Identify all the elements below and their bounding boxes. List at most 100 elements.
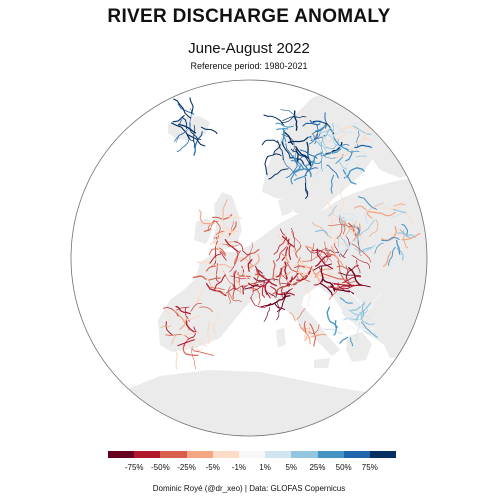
river-segment <box>208 220 213 230</box>
greece <box>346 332 372 362</box>
river-segment <box>358 246 373 254</box>
river-segment <box>343 216 358 239</box>
river-segment <box>382 251 392 268</box>
river-segment <box>321 277 336 292</box>
river-segment <box>322 136 327 149</box>
river-segment <box>371 135 377 151</box>
river-segment <box>401 223 409 237</box>
river-segment <box>343 167 365 179</box>
river-segment <box>330 246 344 267</box>
river-segment <box>249 288 261 306</box>
river-segment <box>206 321 211 345</box>
river-segment <box>179 317 188 330</box>
river-segment <box>311 123 328 135</box>
river-segment <box>281 235 295 248</box>
river-segment <box>191 346 196 370</box>
river-segment <box>221 243 240 247</box>
river-segment <box>257 269 278 287</box>
river-segment <box>222 199 228 222</box>
sicily <box>314 358 330 368</box>
river-segment <box>165 334 189 339</box>
river-segment <box>234 241 250 256</box>
river-segment <box>293 259 304 267</box>
river-segment <box>357 196 378 210</box>
river-segment <box>304 167 318 176</box>
credit-line: Dominic Royé (@dr_xeo) | Data: GLOFAS Co… <box>152 484 346 493</box>
legend-label: 50% <box>335 463 352 472</box>
river-segment <box>241 271 248 285</box>
river-segment <box>294 150 302 171</box>
river-segment <box>208 277 221 281</box>
river-segment <box>207 278 229 295</box>
river-segment <box>226 213 242 219</box>
river-segment <box>381 237 400 242</box>
river-segment <box>326 164 339 179</box>
river-segment <box>182 117 188 129</box>
river-segment <box>214 230 235 238</box>
river-segment <box>353 137 372 148</box>
river-segment <box>350 337 354 347</box>
river-segment <box>341 311 353 322</box>
river-segment <box>271 285 289 296</box>
river-segment <box>343 314 361 328</box>
river-segment <box>260 303 272 308</box>
river-segment <box>304 245 315 249</box>
river-segment <box>351 255 370 269</box>
river-segment <box>328 281 339 300</box>
river-segment <box>333 319 337 336</box>
map-subtitle: June-August 2022 <box>188 40 310 57</box>
river-segment <box>268 292 277 298</box>
river-segment <box>354 244 376 252</box>
river-segment <box>309 323 317 347</box>
river-segment <box>339 215 345 228</box>
river-segment <box>334 147 355 156</box>
river-segment <box>273 237 288 255</box>
river-segment <box>283 131 294 145</box>
river-segment <box>323 148 342 156</box>
river-segment <box>284 261 288 280</box>
legend-swatch <box>343 451 370 458</box>
river-segment <box>313 134 316 145</box>
river-segment <box>330 174 335 194</box>
scandinavia <box>262 88 387 217</box>
river-segment <box>186 133 206 147</box>
river-segment <box>213 314 219 335</box>
river-segment <box>163 304 171 324</box>
river-segment <box>339 297 353 304</box>
river-segment <box>310 243 315 262</box>
river-segment <box>276 140 284 160</box>
river-segment <box>396 239 401 255</box>
river-segment <box>232 283 236 299</box>
river-segment <box>200 219 211 226</box>
river-segment <box>367 211 396 217</box>
river-segment <box>318 139 327 152</box>
river-segment <box>299 149 318 159</box>
river-segment <box>224 238 239 253</box>
river-segment <box>215 263 220 283</box>
river-segment <box>276 300 280 321</box>
river-segment <box>249 242 253 267</box>
river-segment <box>348 242 372 263</box>
denmark <box>278 198 292 216</box>
river-segment <box>193 298 202 311</box>
legend-swatch <box>108 451 135 458</box>
river-segment <box>234 250 241 265</box>
river-segment <box>314 229 329 237</box>
ireland <box>194 218 212 244</box>
river-segment <box>352 125 372 135</box>
legend-swatch <box>134 451 161 458</box>
river-segment <box>281 141 291 159</box>
river-segment <box>302 120 324 127</box>
river-segment <box>228 220 234 238</box>
river-segment <box>323 328 344 335</box>
river-segment <box>342 275 361 284</box>
river-segment <box>263 114 285 126</box>
river-segment <box>351 303 366 311</box>
reference-period: Reference period: 1980-2021 <box>190 61 308 71</box>
river-segment <box>353 221 357 235</box>
river-segment <box>210 286 225 290</box>
sardinia <box>276 328 286 348</box>
river-segment <box>356 162 364 177</box>
river-segment <box>233 270 237 290</box>
legend-label: -5% <box>205 463 220 472</box>
